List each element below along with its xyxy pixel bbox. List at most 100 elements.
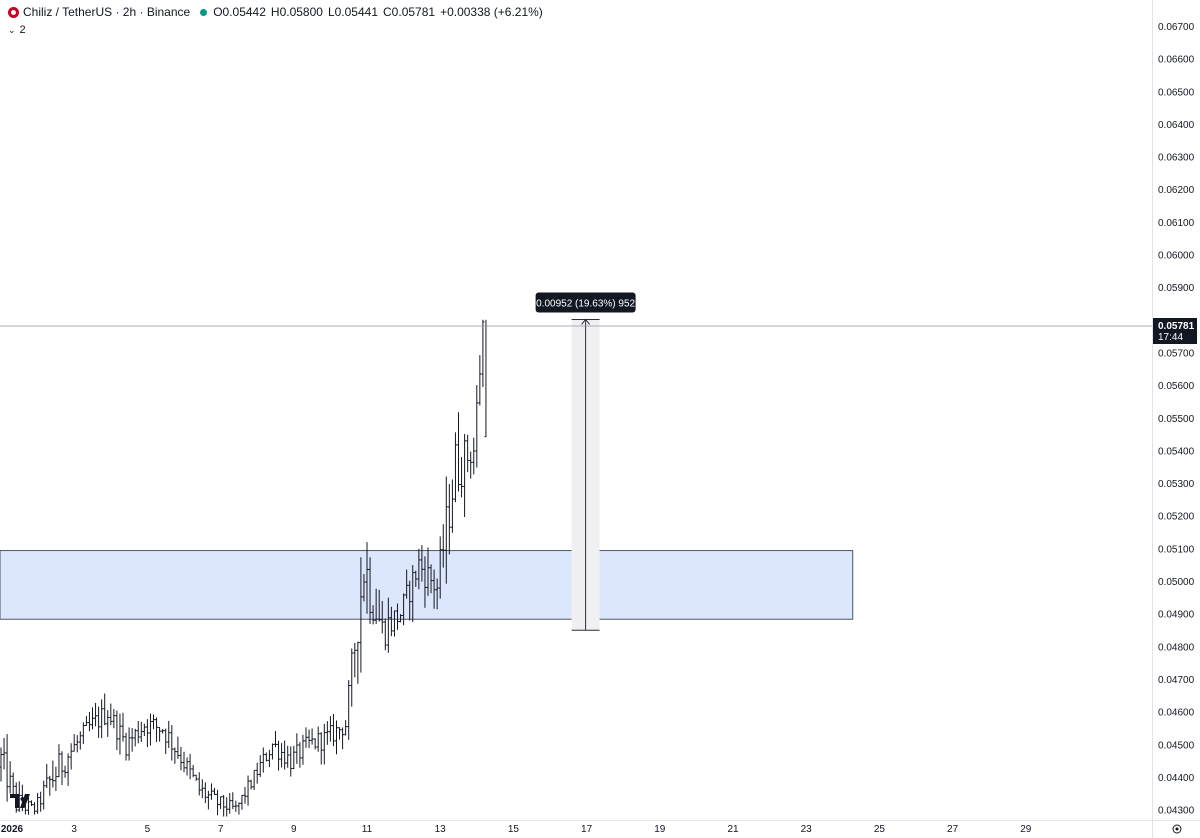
time-tick-label: 2026 — [1, 824, 24, 835]
demand-zone[interactable] — [0, 550, 854, 620]
candle — [45, 763, 49, 788]
candle — [304, 727, 308, 748]
candle — [277, 740, 281, 771]
candle — [469, 451, 473, 479]
candle — [216, 789, 220, 816]
price-tick-label: 0.04600 — [1158, 708, 1195, 719]
gear-icon[interactable] — [1172, 824, 1182, 834]
candle — [194, 774, 198, 781]
candle — [51, 760, 55, 788]
price-tick-label: 0.06000 — [1158, 251, 1195, 262]
price-tick-label: 0.06600 — [1158, 55, 1195, 66]
candle — [316, 726, 320, 752]
measure-tool[interactable]: 0.00952 (19.63%) 952 — [535, 292, 636, 631]
candle — [289, 746, 293, 777]
candle — [17, 781, 21, 812]
symbol-legend: Chiliz / TetherUS · 2h · Binance O0.0544… — [8, 5, 543, 19]
countdown-label: 17:44 — [1158, 332, 1183, 343]
candle — [240, 794, 244, 810]
candle — [148, 713, 152, 746]
time-tick-label: 9 — [291, 824, 297, 835]
candle — [121, 712, 125, 742]
candle — [267, 749, 271, 768]
time-tick-label: 21 — [727, 824, 739, 835]
ohlc-close: C0.05781 — [383, 5, 436, 19]
candle — [222, 794, 226, 817]
candle — [322, 723, 326, 765]
price-tick-label: 0.05200 — [1158, 512, 1195, 523]
time-tick-label: 23 — [801, 824, 813, 835]
candle — [133, 728, 137, 747]
candle — [347, 680, 351, 740]
candle — [396, 603, 399, 630]
candle — [420, 545, 424, 582]
candle — [213, 787, 216, 795]
candle — [42, 780, 46, 810]
candle — [402, 593, 406, 626]
candle — [200, 779, 204, 799]
candle — [478, 355, 482, 406]
candle — [338, 727, 342, 740]
candle — [60, 751, 64, 785]
candle — [78, 731, 82, 750]
candle — [362, 574, 366, 602]
candle — [0, 747, 3, 782]
candle — [158, 726, 162, 742]
candle — [319, 732, 323, 765]
candle — [152, 714, 155, 730]
price-tick-label: 0.05400 — [1158, 446, 1195, 457]
time-tick-label: 3 — [71, 824, 77, 835]
candle — [307, 729, 311, 748]
symbol-title[interactable]: Chiliz / TetherUS · 2h · Binance — [23, 5, 191, 19]
candle — [463, 434, 467, 517]
candle — [283, 740, 287, 770]
demand-zone-rect[interactable] — [0, 550, 854, 620]
candle — [457, 412, 460, 492]
gear-ring — [1172, 824, 1182, 834]
candle — [84, 715, 88, 727]
candle — [57, 744, 61, 778]
candle — [274, 731, 277, 748]
arrow-up-icon — [581, 318, 590, 325]
price-tick-label: 0.05500 — [1158, 414, 1195, 425]
candle — [63, 765, 67, 778]
candle — [103, 693, 107, 726]
time-tick-label: 7 — [218, 824, 224, 835]
candle — [286, 745, 290, 768]
candle — [249, 779, 253, 790]
candle — [164, 728, 168, 755]
candle — [447, 484, 451, 555]
candle — [182, 751, 186, 773]
candle — [130, 728, 134, 752]
candle — [109, 703, 113, 726]
candle — [301, 734, 305, 765]
candle — [466, 434, 470, 473]
candle — [48, 775, 52, 796]
candle — [426, 547, 430, 596]
gear-center — [1175, 827, 1179, 831]
candle — [81, 722, 85, 744]
candle — [423, 556, 427, 608]
candle — [219, 796, 223, 810]
tradingview-logo-icon[interactable] — [10, 794, 34, 808]
candle — [179, 746, 183, 771]
indicators-toggle[interactable]: ⌄ 2 — [8, 24, 26, 36]
price-tick-label: 0.05100 — [1158, 544, 1195, 555]
candle — [453, 432, 457, 503]
time-tick-label: 19 — [654, 824, 666, 835]
candle — [460, 457, 464, 498]
candle — [66, 753, 70, 786]
candle — [91, 707, 94, 730]
candle — [295, 733, 299, 764]
chevron-down-icon: ⌄ — [8, 24, 16, 35]
candle — [389, 606, 393, 637]
candle — [472, 437, 476, 475]
candle — [97, 706, 101, 738]
candle — [8, 761, 12, 794]
price-tick-label: 0.06400 — [1158, 120, 1195, 131]
ohlc-low: L0.05441 — [327, 5, 379, 19]
candle — [231, 792, 235, 810]
time-tick-label: 5 — [145, 824, 151, 835]
